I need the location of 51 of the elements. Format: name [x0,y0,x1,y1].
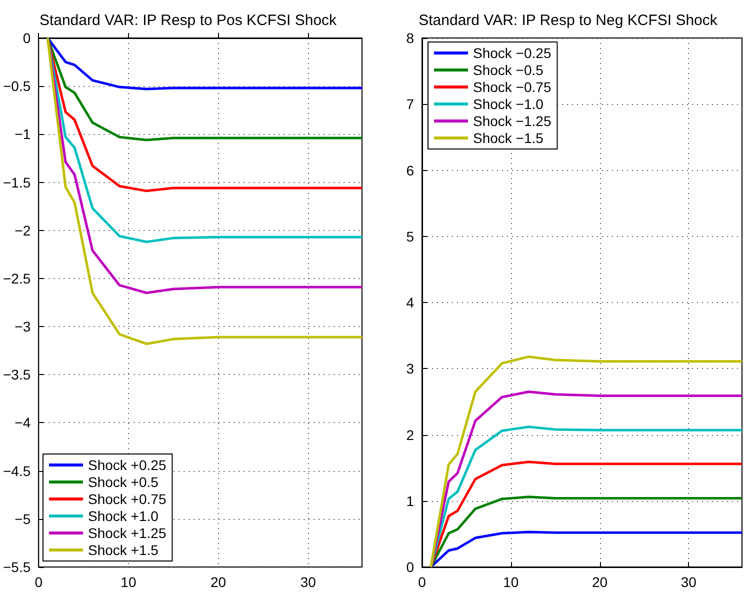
line-series [46,36,364,346]
x-tick-label: 10 [120,574,136,590]
legend-label: Shock +0.5 [88,474,159,490]
x-tick-label: 30 [300,574,316,590]
y-tick-label: 6 [406,162,414,178]
y-tick-label: 5 [406,228,414,244]
y-tick-label: 2 [406,426,414,443]
y-tick-label: 0 [406,559,414,575]
legend-label: Shock +1.5 [88,542,159,558]
y-tick-label: 1 [406,492,414,509]
y-tick-label: −4 [14,414,31,431]
x-tick-label: 10 [503,574,519,590]
y-tick-label: 4 [406,294,414,310]
legend-label: Shock +1.25 [88,525,166,541]
x-tick-label: 0 [418,574,426,590]
y-tick-label: 7 [406,96,414,112]
x-tick-label: 30 [680,574,697,590]
x-tick-label: 0 [34,574,43,590]
legend-label: Shock +0.25 [88,457,166,473]
y-tick-label: −1 [14,126,31,142]
legend-label: Shock −1.0 [473,96,544,112]
line-series [430,496,744,568]
legend-label: Shock −0.5 [473,62,544,78]
y-tick-label: 0 [22,30,31,46]
y-tick-label: 8 [406,30,414,46]
line-series [46,36,364,142]
chart-title: Standard VAR: IP Resp to Pos KCFSI Shock [39,12,338,29]
x-tick-label: 20 [210,574,226,590]
y-tick-label: −3 [14,318,31,335]
line-series [46,36,364,192]
y-tick-label: −0.5 [2,78,31,94]
legend-label: Shock +0.75 [88,491,166,507]
legend-label: Shock −1.5 [473,130,544,146]
line-series [46,36,364,90]
chart-title: Standard VAR: IP Resp to Neg KCFSI Shock [418,12,718,29]
y-tick-label: −5.5 [2,559,31,575]
line-series [430,355,744,568]
y-tick-label: −2 [14,222,31,238]
line-series [430,460,744,568]
y-tick-label: −3.5 [2,366,31,383]
legend-label: Shock −1.25 [473,113,552,129]
line-series [430,530,744,568]
y-tick-label: −2.5 [2,270,31,286]
y-tick-label: −4.5 [2,462,31,479]
legend-label: Shock −0.25 [473,45,552,61]
y-tick-label: −5 [14,510,31,527]
y-tick-label: −1.5 [2,174,31,190]
legend-label: Shock −0.75 [473,79,552,95]
y-tick-label: 3 [406,360,414,377]
x-tick-label: 20 [592,574,608,590]
legend-label: Shock +1.0 [88,508,159,524]
